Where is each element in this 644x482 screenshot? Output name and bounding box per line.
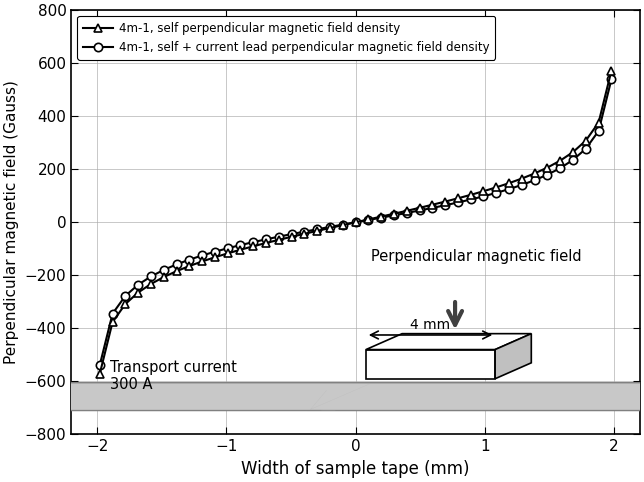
4m-1, self + current lead perpendicular magnetic field density xyxy=(377,215,385,221)
4m-1, self perpendicular magnetic field density xyxy=(249,243,257,249)
4m-1, self + current lead perpendicular magnetic field density xyxy=(224,245,232,251)
4m-1, self perpendicular magnetic field density xyxy=(454,195,462,201)
4m-1, self perpendicular magnetic field density xyxy=(96,371,104,377)
4m-1, self perpendicular magnetic field density xyxy=(185,263,193,269)
4m-1, self perpendicular magnetic field density xyxy=(109,319,117,325)
4m-1, self perpendicular magnetic field density xyxy=(134,290,142,295)
Bar xyxy=(366,349,495,379)
4m-1, self perpendicular magnetic field density xyxy=(467,192,475,198)
Text: Transport current
300 A: Transport current 300 A xyxy=(110,360,237,392)
4m-1, self + current lead perpendicular magnetic field density xyxy=(595,128,603,134)
4m-1, self perpendicular magnetic field density xyxy=(480,188,488,194)
4m-1, self perpendicular magnetic field density xyxy=(224,251,232,256)
4m-1, self + current lead perpendicular magnetic field density xyxy=(211,249,219,254)
4m-1, self + current lead perpendicular magnetic field density xyxy=(607,77,615,82)
4m-1, self + current lead perpendicular magnetic field density xyxy=(556,165,564,171)
4m-1, self + current lead perpendicular magnetic field density xyxy=(467,197,475,202)
X-axis label: Width of sample tape (mm): Width of sample tape (mm) xyxy=(242,460,470,478)
Line: 4m-1, self + current lead perpendicular magnetic field density: 4m-1, self + current lead perpendicular … xyxy=(95,75,616,369)
4m-1, self perpendicular magnetic field density xyxy=(211,254,219,260)
4m-1, self + current lead perpendicular magnetic field density xyxy=(109,311,117,317)
4m-1, self perpendicular magnetic field density xyxy=(415,205,423,211)
Legend: 4m-1, self perpendicular magnetic field density, 4m-1, self + current lead perpe: 4m-1, self perpendicular magnetic field … xyxy=(77,16,495,60)
4m-1, self perpendicular magnetic field density xyxy=(441,199,449,204)
Text: 4 mm: 4 mm xyxy=(410,318,451,332)
4m-1, self perpendicular magnetic field density xyxy=(339,222,346,228)
4m-1, self + current lead perpendicular magnetic field density xyxy=(441,202,449,208)
4m-1, self + current lead perpendicular magnetic field density xyxy=(544,172,551,177)
4m-1, self + current lead perpendicular magnetic field density xyxy=(531,177,538,183)
4m-1, self perpendicular magnetic field density xyxy=(428,202,436,208)
4m-1, self + current lead perpendicular magnetic field density xyxy=(314,227,321,232)
4m-1, self + current lead perpendicular magnetic field density xyxy=(428,205,436,211)
4m-1, self + current lead perpendicular magnetic field density xyxy=(518,182,526,188)
4m-1, self + current lead perpendicular magnetic field density xyxy=(301,229,308,235)
4m-1, self perpendicular magnetic field density xyxy=(607,68,615,74)
4m-1, self + current lead perpendicular magnetic field density xyxy=(134,282,142,288)
4m-1, self + current lead perpendicular magnetic field density xyxy=(122,293,129,299)
4m-1, self perpendicular magnetic field density xyxy=(390,211,398,216)
4m-1, self + current lead perpendicular magnetic field density xyxy=(185,257,193,263)
4m-1, self + current lead perpendicular magnetic field density xyxy=(569,157,577,163)
4m-1, self perpendicular magnetic field density xyxy=(544,165,551,171)
4m-1, self + current lead perpendicular magnetic field density xyxy=(403,210,411,216)
Line: 4m-1, self perpendicular magnetic field density: 4m-1, self perpendicular magnetic field … xyxy=(95,67,616,378)
4m-1, self perpendicular magnetic field density xyxy=(505,180,513,186)
4m-1, self + current lead perpendicular magnetic field density xyxy=(339,222,346,228)
Polygon shape xyxy=(495,334,531,379)
4m-1, self perpendicular magnetic field density xyxy=(582,138,590,144)
4m-1, self + current lead perpendicular magnetic field density xyxy=(365,217,372,223)
4m-1, self perpendicular magnetic field density xyxy=(493,185,500,190)
4m-1, self + current lead perpendicular magnetic field density xyxy=(288,231,296,237)
4m-1, self perpendicular magnetic field density xyxy=(198,258,206,264)
4m-1, self perpendicular magnetic field density xyxy=(236,247,244,253)
4m-1, self perpendicular magnetic field density xyxy=(288,234,296,240)
4m-1, self perpendicular magnetic field density xyxy=(531,171,538,176)
4m-1, self + current lead perpendicular magnetic field density xyxy=(147,274,155,280)
4m-1, self + current lead perpendicular magnetic field density xyxy=(582,146,590,152)
4m-1, self perpendicular magnetic field density xyxy=(160,274,167,280)
4m-1, self perpendicular magnetic field density xyxy=(365,216,372,222)
4m-1, self + current lead perpendicular magnetic field density xyxy=(236,242,244,248)
4m-1, self perpendicular magnetic field density xyxy=(173,268,180,274)
4m-1, self perpendicular magnetic field density xyxy=(377,214,385,219)
4m-1, self perpendicular magnetic field density xyxy=(556,158,564,163)
4m-1, self + current lead perpendicular magnetic field density xyxy=(352,219,359,225)
4m-1, self + current lead perpendicular magnetic field density xyxy=(249,239,257,245)
4m-1, self perpendicular magnetic field density xyxy=(122,301,129,307)
4m-1, self perpendicular magnetic field density xyxy=(569,149,577,155)
Y-axis label: Perpendicular magnetic field (Gauss): Perpendicular magnetic field (Gauss) xyxy=(4,80,19,364)
Text: Perpendicular magnetic field: Perpendicular magnetic field xyxy=(371,249,582,264)
4m-1, self + current lead perpendicular magnetic field density xyxy=(480,193,488,199)
4m-1, self perpendicular magnetic field density xyxy=(314,228,321,234)
4m-1, self + current lead perpendicular magnetic field density xyxy=(493,190,500,196)
FancyArrow shape xyxy=(0,383,644,411)
4m-1, self perpendicular magnetic field density xyxy=(352,219,359,225)
4m-1, self + current lead perpendicular magnetic field density xyxy=(415,208,423,214)
4m-1, self perpendicular magnetic field density xyxy=(301,231,308,237)
4m-1, self + current lead perpendicular magnetic field density xyxy=(262,237,270,242)
Polygon shape xyxy=(366,334,531,349)
4m-1, self + current lead perpendicular magnetic field density xyxy=(160,267,167,273)
4m-1, self perpendicular magnetic field density xyxy=(275,237,283,243)
4m-1, self + current lead perpendicular magnetic field density xyxy=(454,200,462,205)
4m-1, self + current lead perpendicular magnetic field density xyxy=(198,253,206,258)
4m-1, self + current lead perpendicular magnetic field density xyxy=(173,262,180,268)
4m-1, self + current lead perpendicular magnetic field density xyxy=(505,186,513,192)
4m-1, self + current lead perpendicular magnetic field density xyxy=(326,224,334,230)
4m-1, self + current lead perpendicular magnetic field density xyxy=(390,213,398,218)
4m-1, self perpendicular magnetic field density xyxy=(403,208,411,214)
4m-1, self perpendicular magnetic field density xyxy=(147,281,155,287)
4m-1, self + current lead perpendicular magnetic field density xyxy=(96,362,104,368)
4m-1, self perpendicular magnetic field density xyxy=(518,175,526,181)
4m-1, self perpendicular magnetic field density xyxy=(595,120,603,125)
4m-1, self + current lead perpendicular magnetic field density xyxy=(275,234,283,240)
4m-1, self perpendicular magnetic field density xyxy=(262,240,270,246)
4m-1, self perpendicular magnetic field density xyxy=(326,225,334,231)
